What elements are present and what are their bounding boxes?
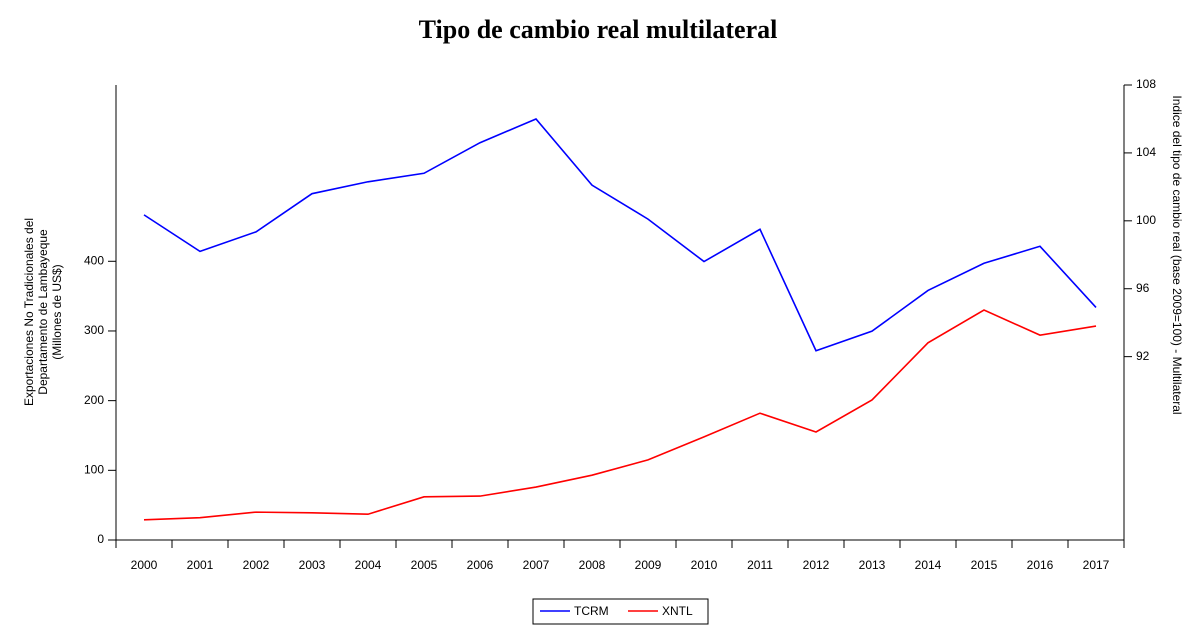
- x-tick-label: 2005: [411, 558, 438, 572]
- x-tick-label: 2002: [243, 558, 270, 572]
- x-tick-label: 2003: [299, 558, 326, 572]
- x-tick-label: 2007: [523, 558, 550, 572]
- legend-label: TCRM: [574, 604, 609, 618]
- x-tick-label: 2006: [467, 558, 494, 572]
- x-tick-label: 2004: [355, 558, 382, 572]
- y-axis-title-line: Departamento de Lambayeque: [36, 229, 50, 395]
- x-tick-label: 2016: [1027, 558, 1054, 572]
- x-tick-label: 2013: [859, 558, 886, 572]
- y2-tick-label: 100: [1136, 213, 1156, 227]
- x-tick-label: 2014: [915, 558, 942, 572]
- chart-title: Tipo de cambio real multilateral: [419, 15, 778, 44]
- y-tick-label: 200: [84, 393, 104, 407]
- y-tick-label: 0: [97, 532, 104, 546]
- y2-tick-label: 104: [1136, 145, 1156, 159]
- y2-tick-label: 92: [1136, 349, 1150, 363]
- x-tick-label: 2017: [1083, 558, 1110, 572]
- series-line: [143, 117, 1097, 352]
- y-axis-title: Exportaciones No Tradicionales del Depar…: [22, 218, 64, 406]
- y-tick-label: 400: [84, 253, 104, 267]
- y-tick-label: 100: [84, 462, 104, 476]
- x-tick-label: 2012: [803, 558, 830, 572]
- x-tick-label: 2001: [187, 558, 214, 572]
- series-line: [143, 309, 1097, 521]
- y-tick-label: 300: [84, 323, 104, 337]
- x-tick-label: 2010: [691, 558, 718, 572]
- legend-label: XNTL: [662, 604, 693, 618]
- x-tick-label: 2009: [635, 558, 662, 572]
- x-tick-label: 2008: [579, 558, 606, 572]
- y2-tick-label: 96: [1136, 281, 1150, 295]
- y-axis-title-line: (Millones de US$): [50, 264, 64, 359]
- x-tick-label: 2011: [747, 558, 773, 572]
- y2-tick-label: 108: [1136, 77, 1156, 91]
- x-tick-label: 2015: [971, 558, 998, 572]
- y2-axis-title: Indice del tipo de cambio real (base 200…: [1170, 95, 1183, 414]
- y-axis-title-line: Exportaciones No Tradicionales del: [22, 218, 36, 406]
- x-tick-label: 2000: [131, 558, 158, 572]
